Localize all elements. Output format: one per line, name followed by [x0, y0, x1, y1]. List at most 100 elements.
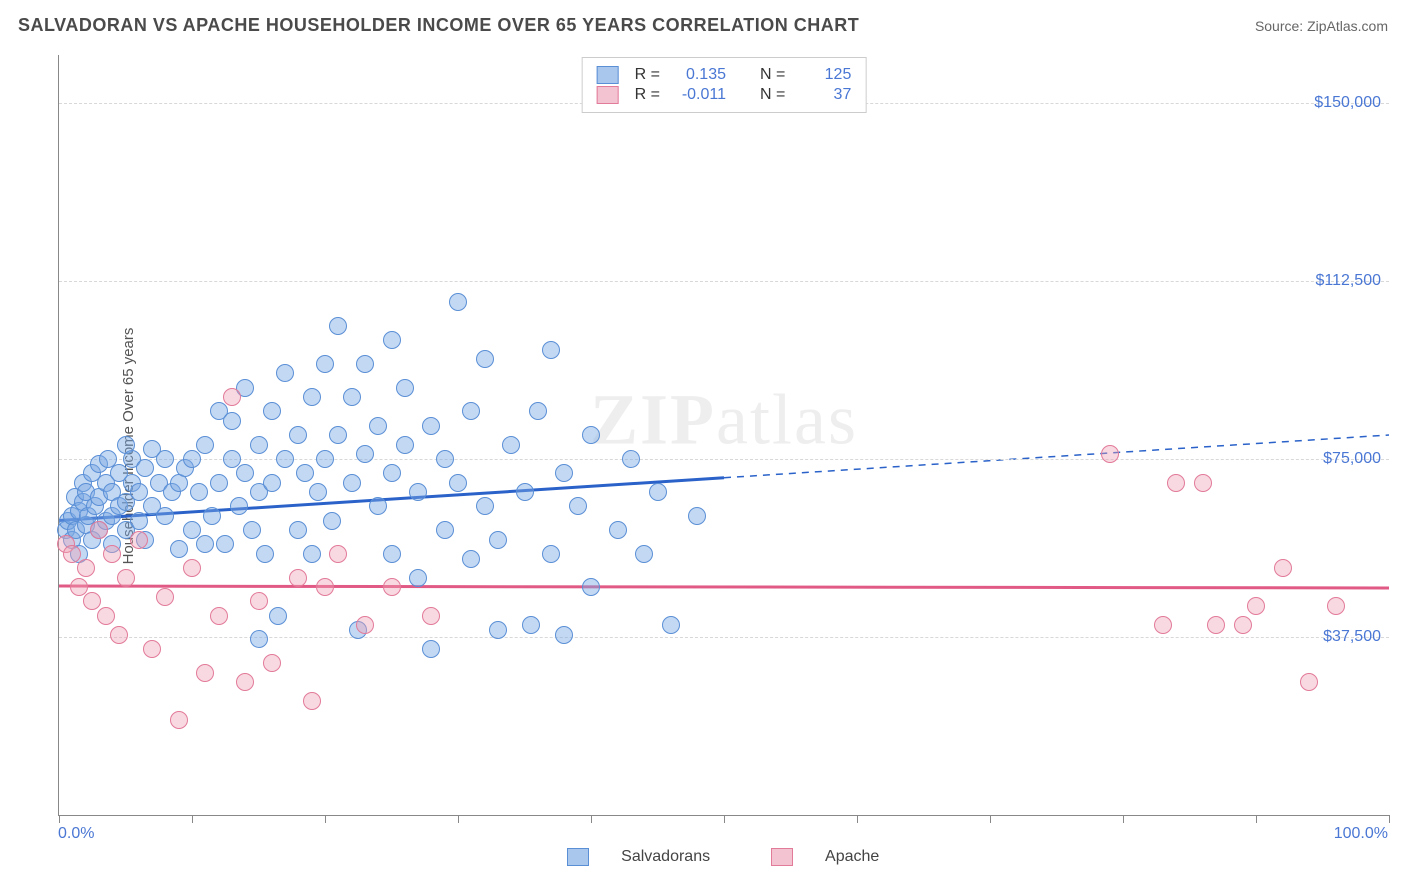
data-point-salvadorans [383, 545, 401, 563]
r-label-0: R = [635, 66, 660, 84]
data-point-apache [1167, 474, 1185, 492]
n-label-1: N = [760, 86, 785, 104]
data-point-salvadorans [210, 474, 228, 492]
data-point-salvadorans [183, 450, 201, 468]
data-point-salvadorans [462, 402, 480, 420]
data-point-salvadorans [635, 545, 653, 563]
data-point-apache [130, 531, 148, 549]
data-point-apache [250, 592, 268, 610]
data-point-salvadorans [236, 464, 254, 482]
data-point-salvadorans [502, 436, 520, 454]
data-point-apache [1101, 445, 1119, 463]
data-point-salvadorans [256, 545, 274, 563]
x-tick [591, 815, 592, 823]
data-point-salvadorans [323, 512, 341, 530]
data-point-apache [170, 711, 188, 729]
data-point-salvadorans [156, 507, 174, 525]
data-point-salvadorans [422, 640, 440, 658]
data-point-apache [63, 545, 81, 563]
y-tick-label: $37,500 [1323, 628, 1381, 646]
data-point-salvadorans [582, 426, 600, 444]
data-point-apache [1194, 474, 1212, 492]
data-point-apache [70, 578, 88, 596]
data-point-apache [289, 569, 307, 587]
data-point-apache [110, 626, 128, 644]
trend-line-extrapolation-salvadorans [724, 435, 1389, 478]
data-point-apache [183, 559, 201, 577]
footer-swatch-apache-icon [771, 848, 793, 866]
chart-title: SALVADORAN VS APACHE HOUSEHOLDER INCOME … [18, 15, 859, 36]
data-point-salvadorans [269, 607, 287, 625]
data-point-apache [356, 616, 374, 634]
data-point-salvadorans [396, 436, 414, 454]
data-point-apache [97, 607, 115, 625]
data-point-salvadorans [276, 450, 294, 468]
data-point-apache [223, 388, 241, 406]
footer-swatch-salvadorans-icon [567, 848, 589, 866]
data-point-salvadorans [223, 450, 241, 468]
trend-line-apache [59, 586, 1389, 588]
r-value-1: -0.011 [670, 86, 726, 104]
data-point-apache [90, 521, 108, 539]
gridline [59, 459, 1389, 460]
data-point-salvadorans [263, 474, 281, 492]
legend-row-apache: R = -0.011 N = 37 [597, 86, 852, 104]
data-point-salvadorans [343, 388, 361, 406]
n-value-0: 125 [795, 66, 851, 84]
data-point-salvadorans [436, 521, 454, 539]
data-point-salvadorans [263, 402, 281, 420]
data-point-salvadorans [289, 521, 307, 539]
data-point-apache [1154, 616, 1172, 634]
swatch-salvadorans-icon [597, 66, 619, 84]
data-point-salvadorans [130, 512, 148, 530]
data-point-salvadorans [223, 412, 241, 430]
data-point-salvadorans [356, 355, 374, 373]
data-point-apache [1234, 616, 1252, 634]
data-point-salvadorans [622, 450, 640, 468]
data-point-salvadorans [688, 507, 706, 525]
n-value-1: 37 [795, 86, 851, 104]
data-point-salvadorans [343, 474, 361, 492]
data-point-salvadorans [476, 497, 494, 515]
data-point-apache [1207, 616, 1225, 634]
data-point-salvadorans [316, 355, 334, 373]
data-point-salvadorans [383, 331, 401, 349]
legend-item-salvadorans: Salvadorans [553, 848, 729, 865]
data-point-salvadorans [449, 474, 467, 492]
correlation-legend-box: R = 0.135 N = 125 R = -0.011 N = 37 [582, 57, 867, 113]
source-attribution: Source: ZipAtlas.com [1255, 18, 1388, 34]
x-tick [990, 815, 991, 823]
r-value-0: 0.135 [670, 66, 726, 84]
data-point-salvadorans [183, 521, 201, 539]
footer-label-apache: Apache [825, 848, 879, 865]
chart-container: SALVADORAN VS APACHE HOUSEHOLDER INCOME … [0, 0, 1406, 892]
data-point-salvadorans [542, 545, 560, 563]
data-point-salvadorans [190, 483, 208, 501]
data-point-salvadorans [555, 626, 573, 644]
watermark-prefix: ZIP [590, 379, 716, 459]
data-point-salvadorans [296, 464, 314, 482]
x-tick [192, 815, 193, 823]
data-point-salvadorans [609, 521, 627, 539]
legend-row-salvadorans: R = 0.135 N = 125 [597, 66, 852, 84]
data-point-apache [143, 640, 161, 658]
data-point-apache [316, 578, 334, 596]
data-point-apache [103, 545, 121, 563]
r-label-1: R = [635, 86, 660, 104]
source-label: Source: [1255, 18, 1307, 34]
title-bar: SALVADORAN VS APACHE HOUSEHOLDER INCOME … [18, 15, 1388, 36]
data-point-salvadorans [542, 341, 560, 359]
data-point-salvadorans [316, 450, 334, 468]
data-point-salvadorans [449, 293, 467, 311]
x-tick [325, 815, 326, 823]
footer-label-salvadorans: Salvadorans [621, 848, 710, 865]
data-point-salvadorans [250, 436, 268, 454]
watermark-suffix: atlas [716, 379, 858, 459]
data-point-salvadorans [422, 417, 440, 435]
data-point-salvadorans [303, 388, 321, 406]
data-point-salvadorans [130, 483, 148, 501]
data-point-salvadorans [462, 550, 480, 568]
x-tick [857, 815, 858, 823]
series-legend-footer: Salvadorans Apache [58, 848, 1388, 866]
source-value: ZipAtlas.com [1307, 18, 1388, 34]
